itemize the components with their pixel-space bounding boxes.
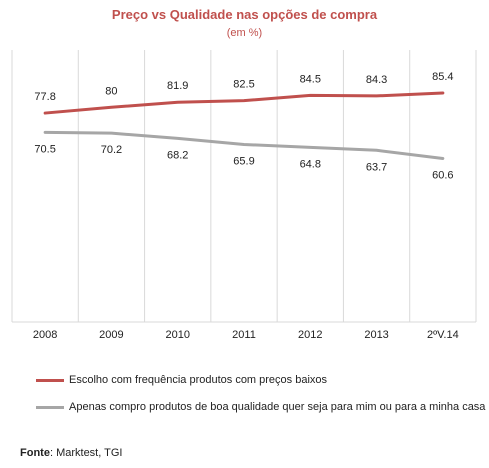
chart-subtitle: (em %) — [226, 27, 263, 39]
source-text: : Marktest, TGI — [49, 447, 123, 459]
x-tick-label: 2011 — [232, 329, 256, 341]
source-label: Fonte — [20, 447, 50, 459]
legend-label-low-prices: Escolho com frequência produtos com preç… — [69, 374, 328, 386]
legend-item-low-prices: Escolho com frequência produtos com preç… — [36, 374, 327, 386]
data-label: 81.9 — [167, 80, 188, 92]
x-tick-label: 2009 — [99, 329, 123, 341]
legend-swatch-low-prices — [36, 378, 64, 382]
data-label: 85.4 — [432, 71, 453, 83]
legend-swatch-good-quality — [36, 405, 64, 409]
series-line-low-prices — [43, 91, 445, 115]
data-label: 65.9 — [233, 155, 254, 167]
legend-item-good-quality: Apenas compro produtos de boa qualidade … — [36, 401, 485, 413]
data-label: 63.7 — [366, 161, 387, 173]
data-label: 60.6 — [432, 169, 453, 181]
data-label: 84.3 — [366, 74, 387, 86]
source-note: Fonte: Marktest, TGI — [20, 447, 122, 459]
data-label: 70.2 — [101, 144, 122, 156]
data-label: 80 — [105, 85, 117, 97]
series-line-good-quality — [43, 130, 445, 160]
data-label: 64.8 — [300, 158, 321, 170]
data-label: 77.8 — [34, 91, 55, 103]
x-tick-label: 2010 — [165, 329, 189, 341]
data-label: 70.5 — [34, 143, 55, 155]
x-tick-label: 2008 — [33, 329, 57, 341]
legend-label-good-quality: Apenas compro produtos de boa qualidade … — [69, 401, 486, 413]
data-label: 84.5 — [300, 73, 321, 85]
x-tick-label: 2012 — [298, 329, 322, 341]
x-tick-label: 2013 — [364, 329, 388, 341]
data-label: 68.2 — [167, 149, 188, 161]
data-label: 82.5 — [233, 79, 254, 91]
chart-title: Preço vs Qualidade nas opções de compra — [111, 7, 378, 22]
x-tick-label: 2ºV.14 — [427, 329, 459, 341]
